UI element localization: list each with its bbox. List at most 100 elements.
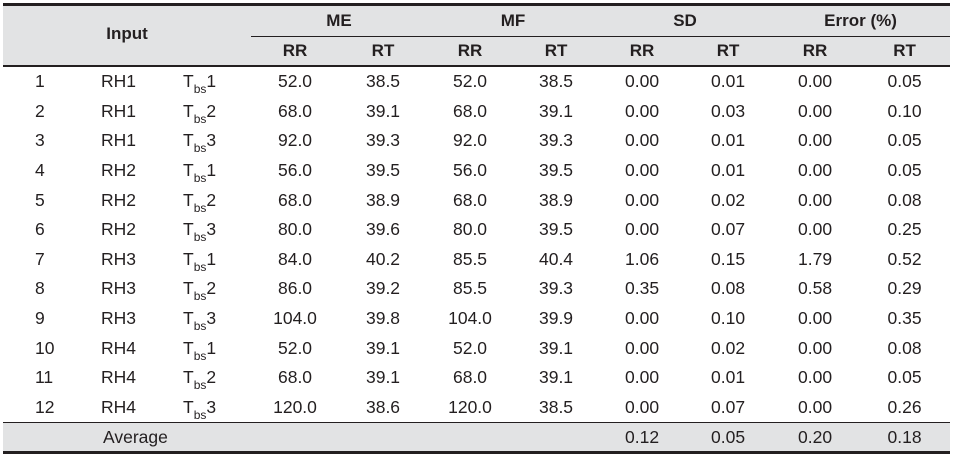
value-cell: 0.03 bbox=[711, 100, 746, 121]
table-body: 1 RH1 Tbs1 52.0 38.5 52.0 38.5 0.00 0.01 0.00 0.05… bbox=[3, 66, 951, 454]
group-header-error: Error (%) bbox=[771, 4, 951, 37]
table-row: 8 RH3 Tbs2 86.0 39.2 85.5 39.3 0.35 0.08 0.58 0.29 bbox=[3, 274, 950, 304]
cell bbox=[427, 422, 514, 454]
tbs-main: T bbox=[183, 278, 194, 299]
tbs-label: Tbs1 bbox=[161, 156, 251, 186]
value-cell: 80.0 bbox=[277, 219, 313, 240]
table-row: 4 RH2 Tbs1 56.0 39.5 56.0 39.5 0.00 0.01 0.00 0.05 bbox=[3, 156, 950, 186]
value-cell: 0.00 bbox=[625, 337, 660, 358]
value-cell: 120.0 bbox=[273, 396, 317, 417]
table-row: 1 RH1 Tbs1 52.0 38.5 52.0 38.5 0.00 0.01 0.00 0.05 bbox=[3, 66, 950, 97]
tbs-subscript: bs bbox=[193, 141, 207, 156]
row-index: 12 bbox=[35, 396, 55, 417]
tbs-subscript: bs bbox=[193, 111, 207, 126]
row-index: 2 bbox=[35, 100, 45, 121]
row-index: 4 bbox=[35, 160, 45, 181]
value-cell: 86.0 bbox=[277, 278, 313, 299]
value-cell: 39.1 bbox=[538, 367, 574, 388]
table-row: 2 RH1 Tbs2 68.0 39.1 68.0 39.1 0.00 0.03 0.00 0.10 bbox=[3, 97, 950, 127]
value-cell: 0.05 bbox=[887, 367, 922, 388]
tbs-number: 2 bbox=[206, 189, 217, 210]
results-table: Input ME MF SD Error (%) RR RT RR RT RR … bbox=[3, 3, 951, 454]
value-cell: 0.05 bbox=[887, 71, 922, 92]
group-header-me: ME bbox=[251, 4, 428, 37]
value-cell: 0.05 bbox=[887, 130, 922, 151]
subcol-header: RR bbox=[251, 36, 340, 67]
value-cell: 0.01 bbox=[711, 130, 746, 151]
subcol-header: RT bbox=[859, 36, 951, 67]
average-value: 0.05 bbox=[685, 422, 772, 454]
value-cell: 92.0 bbox=[452, 130, 488, 151]
value-cell: 0.00 bbox=[798, 71, 833, 92]
value-cell: 0.01 bbox=[711, 367, 746, 388]
value-cell: 0.00 bbox=[798, 219, 833, 240]
value-cell: 0.00 bbox=[625, 100, 660, 121]
value-cell: 68.0 bbox=[452, 367, 488, 388]
subcol-header: RR bbox=[599, 36, 686, 67]
value-cell: 0.00 bbox=[798, 308, 833, 329]
value-cell: 68.0 bbox=[277, 189, 313, 210]
rh-label: RH2 bbox=[101, 160, 137, 181]
value-cell: 0.15 bbox=[711, 248, 746, 269]
tbs-subscript: bs bbox=[193, 319, 207, 334]
value-cell: 1.06 bbox=[625, 248, 660, 269]
value-cell: 0.35 bbox=[887, 308, 922, 329]
value-cell: 0.00 bbox=[625, 189, 660, 210]
tbs-main: T bbox=[183, 367, 194, 388]
value-cell: 0.00 bbox=[625, 308, 660, 329]
subcol-header: RT bbox=[339, 36, 428, 67]
tbs-number: 1 bbox=[206, 71, 217, 92]
value-cell: 0.00 bbox=[798, 189, 833, 210]
value-cell: 0.01 bbox=[711, 71, 746, 92]
tbs-main: T bbox=[183, 248, 194, 269]
tbs-main: T bbox=[183, 130, 194, 151]
tbs-label: Tbs1 bbox=[161, 333, 251, 363]
value-cell: 40.2 bbox=[365, 248, 401, 269]
tbs-label: Tbs3 bbox=[161, 304, 251, 334]
value-cell: 0.25 bbox=[887, 219, 922, 240]
value-cell: 38.9 bbox=[538, 189, 574, 210]
value-cell: 52.0 bbox=[452, 337, 488, 358]
value-cell: 0.00 bbox=[625, 71, 660, 92]
rh-label: RH4 bbox=[101, 337, 137, 358]
tbs-number: 3 bbox=[206, 308, 217, 329]
value-cell: 38.5 bbox=[538, 71, 574, 92]
value-cell: 39.3 bbox=[365, 130, 401, 151]
tbs-number: 1 bbox=[206, 160, 217, 181]
table-row: 11 RH4 Tbs2 68.0 39.1 68.0 39.1 0.00 0.01 0.00 0.0… bbox=[3, 363, 950, 393]
value-cell: 38.9 bbox=[365, 189, 401, 210]
tbs-number: 2 bbox=[206, 100, 217, 121]
value-cell: 52.0 bbox=[452, 71, 488, 92]
value-cell: 68.0 bbox=[277, 100, 313, 121]
value-cell: 0.08 bbox=[711, 278, 746, 299]
value-cell: 0.02 bbox=[711, 337, 746, 358]
subcol-header: RR bbox=[771, 36, 860, 67]
value-cell: 0.02 bbox=[711, 189, 746, 210]
rh-label: RH1 bbox=[101, 100, 137, 121]
value-cell: 0.00 bbox=[798, 367, 833, 388]
value-cell: 0.07 bbox=[711, 396, 746, 417]
tbs-main: T bbox=[183, 100, 194, 121]
tbs-subscript: bs bbox=[193, 82, 207, 97]
value-cell: 0.35 bbox=[625, 278, 660, 299]
tbs-subscript: bs bbox=[193, 171, 207, 186]
value-cell: 0.10 bbox=[887, 100, 922, 121]
value-cell: 68.0 bbox=[452, 100, 488, 121]
table-row: 3 RH1 Tbs3 92.0 39.3 92.0 39.3 0.00 0.01 0.00 0.05 bbox=[3, 126, 950, 156]
tbs-main: T bbox=[183, 219, 194, 240]
cell bbox=[251, 422, 340, 454]
value-cell: 68.0 bbox=[277, 367, 313, 388]
value-cell: 38.5 bbox=[538, 396, 574, 417]
table-row: 10 RH4 Tbs1 52.0 39.1 52.0 39.1 0.00 0.02 0.00 0.0… bbox=[3, 333, 950, 363]
row-index: 9 bbox=[35, 308, 45, 329]
value-cell: 39.5 bbox=[365, 160, 401, 181]
value-cell: 52.0 bbox=[277, 337, 313, 358]
value-cell: 0.05 bbox=[887, 160, 922, 181]
value-cell: 0.08 bbox=[887, 337, 922, 358]
rh-label: RH2 bbox=[101, 219, 137, 240]
value-cell: 68.0 bbox=[452, 189, 488, 210]
row-index: 8 bbox=[35, 278, 45, 299]
tbs-label: Tbs1 bbox=[161, 245, 251, 275]
value-cell: 39.9 bbox=[538, 308, 574, 329]
rh-label: RH4 bbox=[101, 396, 137, 417]
